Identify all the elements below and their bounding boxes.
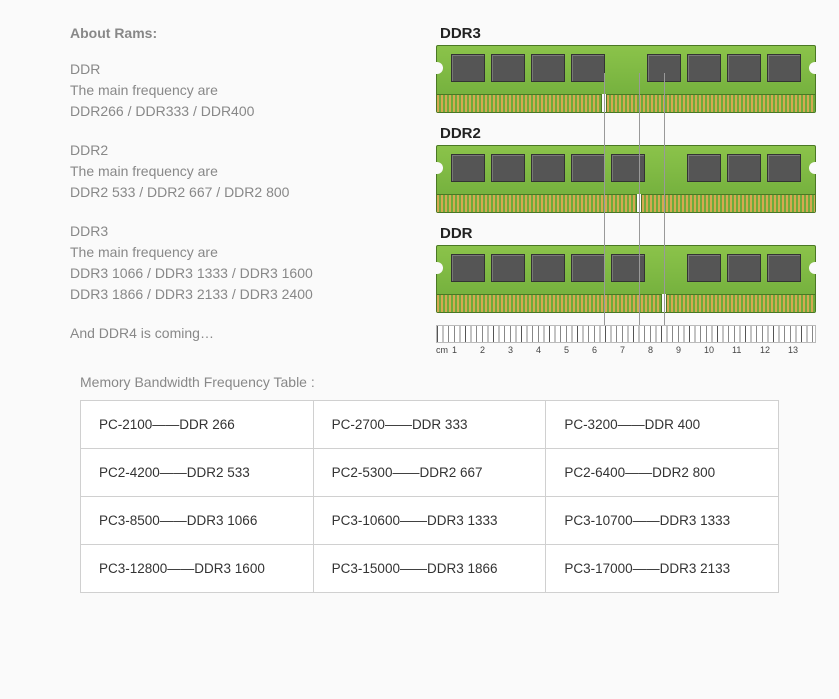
- chip-icon: [451, 54, 485, 82]
- ddr3-block: DDR3 The main frequency are DDR3 1066 / …: [70, 221, 430, 305]
- table-title: Memory Bandwidth Frequency Table :: [80, 374, 779, 390]
- ruler-tick-label: 3: [508, 345, 536, 355]
- ram-label-ddr3: DDR3: [440, 25, 839, 42]
- ddr3-line3: DDR3 1866 / DDR3 2133 / DDR3 2400: [70, 284, 430, 305]
- ruler-tick-label: 7: [620, 345, 648, 355]
- chip-icon: [687, 254, 721, 282]
- table-cell: PC3-15000——DDR3 1866: [313, 545, 546, 593]
- ddr2-block: DDR2 The main frequency are DDR2 533 / D…: [70, 140, 430, 203]
- chip-icon: [451, 154, 485, 182]
- chip-icon: [571, 154, 605, 182]
- chip-icon: [767, 254, 801, 282]
- about-rams-text: About Rams: DDR The main frequency are D…: [70, 25, 430, 362]
- table-row: PC3-8500——DDR3 1066PC3-10600——DDR3 1333P…: [81, 497, 779, 545]
- ruler-unit-label: cm: [436, 345, 452, 355]
- chip-icon: [687, 154, 721, 182]
- ddr-block: DDR The main frequency are DDR266 / DDR3…: [70, 59, 430, 122]
- ddr3-heading: DDR3: [70, 221, 430, 242]
- ram-module-ddr3: [436, 45, 816, 113]
- ddr2-heading: DDR2: [70, 140, 430, 161]
- table-cell: PC-3200——DDR 400: [546, 401, 779, 449]
- chip-icon: [611, 254, 645, 282]
- ruler-tick-label: 2: [480, 345, 508, 355]
- ruler-tick-label: 5: [564, 345, 592, 355]
- table-row: PC-2100——DDR 266PC-2700——DDR 333PC-3200—…: [81, 401, 779, 449]
- chip-icon: [611, 154, 645, 182]
- ram-label-ddr2: DDR2: [440, 125, 839, 142]
- ddr-line2: DDR266 / DDR333 / DDR400: [70, 101, 430, 122]
- table-cell: PC-2100——DDR 266: [81, 401, 314, 449]
- chip-icon: [491, 54, 525, 82]
- table-row: PC3-12800——DDR3 1600PC3-15000——DDR3 1866…: [81, 545, 779, 593]
- ruler: cm12345678910111213: [436, 325, 816, 355]
- table-cell: PC3-10600——DDR3 1333: [313, 497, 546, 545]
- about-title: About Rams:: [70, 25, 430, 41]
- table-cell: PC2-6400——DDR2 800: [546, 449, 779, 497]
- table-cell: PC-2700——DDR 333: [313, 401, 546, 449]
- ram-module-ddr2: [436, 145, 816, 213]
- ddr3-line1: The main frequency are: [70, 242, 430, 263]
- chip-icon: [571, 54, 605, 82]
- ram-diagram: DDR3DDR2DDR cm12345678910111213: [430, 25, 839, 362]
- chip-icon: [531, 254, 565, 282]
- ruler-tick-label: 6: [592, 345, 620, 355]
- ruler-tick-label: 10: [704, 345, 732, 355]
- chip-icon: [727, 154, 761, 182]
- bandwidth-table: PC-2100——DDR 266PC-2700——DDR 333PC-3200—…: [80, 400, 779, 593]
- ram-module-ddr: [436, 245, 816, 313]
- chip-icon: [767, 154, 801, 182]
- ruler-tick-label: 11: [732, 345, 760, 355]
- ruler-tick-label: 9: [676, 345, 704, 355]
- table-cell: PC3-10700——DDR3 1333: [546, 497, 779, 545]
- ddr4-footer: And DDR4 is coming…: [70, 323, 430, 344]
- table-cell: PC2-5300——DDR2 667: [313, 449, 546, 497]
- table-cell: PC3-8500——DDR3 1066: [81, 497, 314, 545]
- ddr3-line2: DDR3 1066 / DDR3 1333 / DDR3 1600: [70, 263, 430, 284]
- table-cell: PC3-12800——DDR3 1600: [81, 545, 314, 593]
- chip-icon: [727, 254, 761, 282]
- ruler-tick-label: 13: [788, 345, 816, 355]
- table-cell: PC2-4200——DDR2 533: [81, 449, 314, 497]
- ddr2-line2: DDR2 533 / DDR2 667 / DDR2 800: [70, 182, 430, 203]
- ruler-tick-label: 12: [760, 345, 788, 355]
- ddr-line1: The main frequency are: [70, 80, 430, 101]
- chip-icon: [531, 54, 565, 82]
- chip-icon: [647, 54, 681, 82]
- table-cell: PC3-17000——DDR3 2133: [546, 545, 779, 593]
- chip-icon: [531, 154, 565, 182]
- ddr2-line1: The main frequency are: [70, 161, 430, 182]
- chip-icon: [767, 54, 801, 82]
- chip-icon: [571, 254, 605, 282]
- table-row: PC2-4200——DDR2 533PC2-5300——DDR2 667PC2-…: [81, 449, 779, 497]
- ruler-tick-label: 1: [452, 345, 480, 355]
- chip-icon: [727, 54, 761, 82]
- ruler-tick-label: 8: [648, 345, 676, 355]
- chip-icon: [451, 254, 485, 282]
- ruler-tick-label: 4: [536, 345, 564, 355]
- chip-icon: [491, 154, 525, 182]
- chip-icon: [687, 54, 721, 82]
- chip-icon: [491, 254, 525, 282]
- ram-label-ddr: DDR: [440, 225, 839, 242]
- ddr-heading: DDR: [70, 59, 430, 80]
